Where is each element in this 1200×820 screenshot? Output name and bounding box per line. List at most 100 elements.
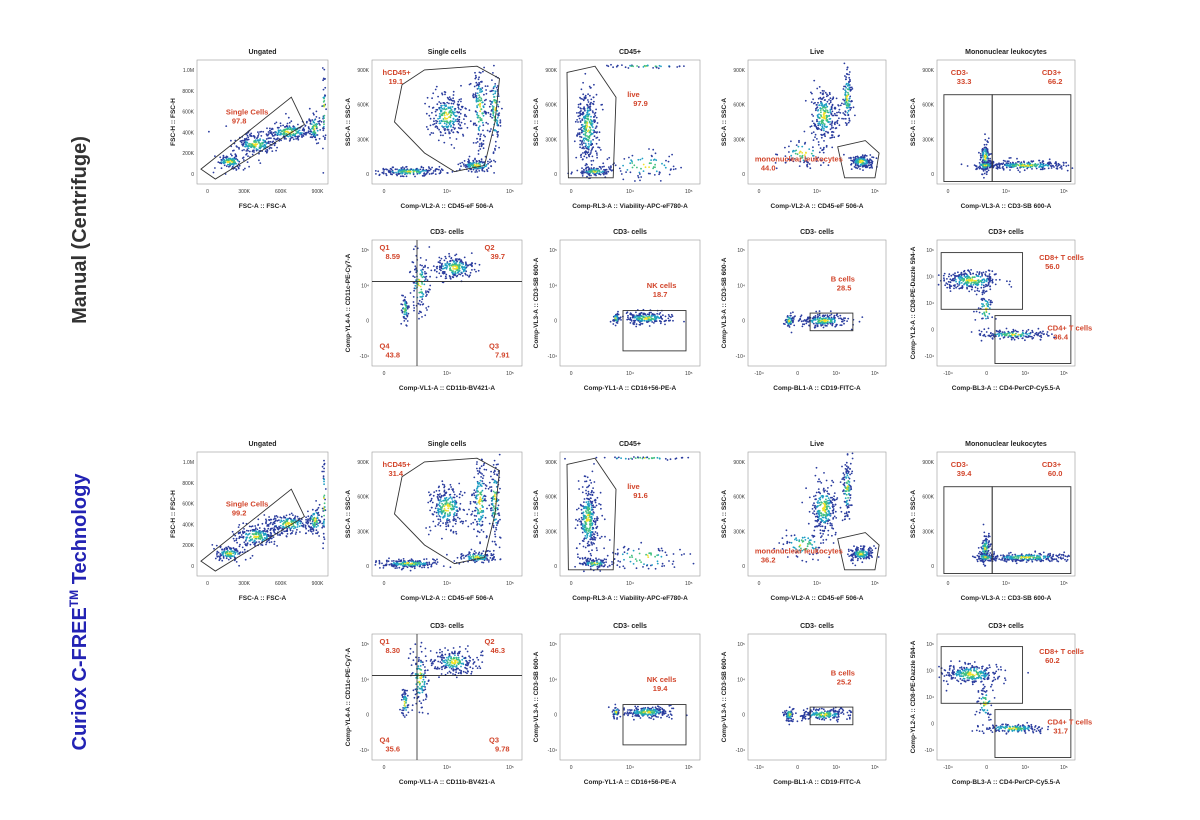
cell-dot	[423, 283, 426, 286]
cell-dot	[591, 155, 594, 158]
cell-dot	[408, 169, 410, 172]
cell-dot	[851, 88, 854, 90]
cell-dot	[985, 317, 987, 320]
cell-dot	[219, 557, 222, 560]
cell-dot	[837, 104, 840, 107]
cell-dot	[479, 104, 481, 106]
cell-dot	[818, 127, 820, 130]
cell-dot	[844, 98, 847, 100]
cell-dot	[273, 540, 276, 543]
cell-dot	[484, 110, 487, 113]
cell-dot	[404, 169, 406, 172]
cell-dot	[478, 263, 481, 266]
cell-dot	[573, 140, 576, 143]
cell-dot	[213, 547, 215, 550]
cell-dot	[825, 104, 828, 107]
cell-dot	[295, 138, 297, 140]
cell-dot	[1041, 332, 1043, 334]
cell-dot	[1012, 328, 1015, 331]
cell-dot	[413, 276, 416, 278]
cell-dot	[594, 114, 597, 117]
cell-dot	[833, 112, 836, 115]
y-tick-label: 200K	[182, 151, 194, 157]
cell-dot	[456, 118, 459, 120]
cell-dot	[971, 286, 974, 289]
y-tick-label: 300K	[733, 137, 745, 143]
cell-dot	[301, 132, 303, 134]
cell-dot	[792, 316, 794, 319]
cell-dot	[816, 316, 819, 319]
cell-dot	[962, 273, 965, 276]
cell-dot	[501, 107, 503, 110]
cell-dot	[826, 109, 829, 112]
cell-dot	[643, 316, 646, 318]
cell-dot	[227, 163, 229, 166]
cell-dot	[847, 113, 850, 116]
cell-dot	[590, 98, 593, 101]
cell-dot	[397, 169, 400, 172]
cell-dot	[587, 173, 590, 176]
cell-dot	[485, 121, 488, 124]
cell-dot	[484, 135, 486, 138]
cell-dot	[847, 105, 849, 107]
cell-dot	[656, 312, 659, 315]
cell-dot	[658, 64, 661, 67]
cell-dot	[461, 275, 464, 277]
cell-dot	[441, 112, 444, 115]
cell-dot	[289, 126, 291, 129]
cell-dot	[816, 107, 818, 109]
cell-dot	[831, 120, 834, 123]
cell-dot	[468, 83, 471, 86]
cell-dot	[589, 153, 591, 156]
cell-dot	[255, 148, 258, 150]
cell-dot	[838, 134, 840, 137]
cell-dot	[253, 151, 255, 153]
cell-dot	[385, 172, 387, 175]
cell-dot	[464, 264, 467, 267]
cell-dot	[829, 117, 832, 120]
cell-dot	[401, 294, 403, 297]
cell-dot	[473, 161, 475, 164]
cell-dot	[478, 94, 480, 97]
cell-dot	[579, 96, 581, 99]
cell-dot	[640, 167, 642, 170]
cell-dot	[253, 146, 256, 149]
cell-dot	[391, 166, 394, 169]
cell-dot	[590, 86, 592, 89]
row-label-superscript: TM	[67, 590, 81, 607]
cell-dot	[991, 278, 994, 281]
cell-dot	[591, 110, 594, 112]
cell-dot	[473, 268, 476, 271]
cell-dot	[998, 332, 1000, 335]
x-tick-label: 0	[947, 189, 950, 195]
cell-dot	[838, 108, 841, 111]
cell-dot	[797, 145, 800, 148]
cell-dot	[1020, 334, 1023, 337]
cell-dot	[319, 124, 321, 126]
cell-dot	[792, 311, 794, 314]
cell-dot	[223, 164, 226, 167]
cell-dot	[460, 84, 462, 87]
cell-dot	[432, 265, 435, 267]
plot-frame	[371, 59, 523, 185]
cell-dot	[816, 138, 818, 140]
gate-value: 39.7	[491, 252, 506, 261]
cell-dot	[986, 152, 989, 155]
cell-dot	[609, 168, 612, 171]
cell-dot	[254, 144, 257, 147]
cell-dot	[435, 270, 438, 273]
y-tick-label: 10⁵	[549, 248, 557, 254]
cell-dot	[413, 307, 416, 309]
cell-dot	[477, 153, 480, 155]
cell-dot	[1001, 334, 1003, 337]
cell-dot	[602, 162, 605, 165]
cell-dot	[258, 147, 261, 150]
cell-dot	[847, 91, 849, 94]
cell-dot	[1040, 336, 1043, 339]
cell-dot	[582, 112, 585, 115]
cell-dot	[322, 125, 325, 128]
cell-dot	[966, 277, 968, 280]
cell-dot	[464, 261, 467, 264]
cell-dot	[667, 317, 670, 320]
cell-dot	[961, 285, 964, 288]
